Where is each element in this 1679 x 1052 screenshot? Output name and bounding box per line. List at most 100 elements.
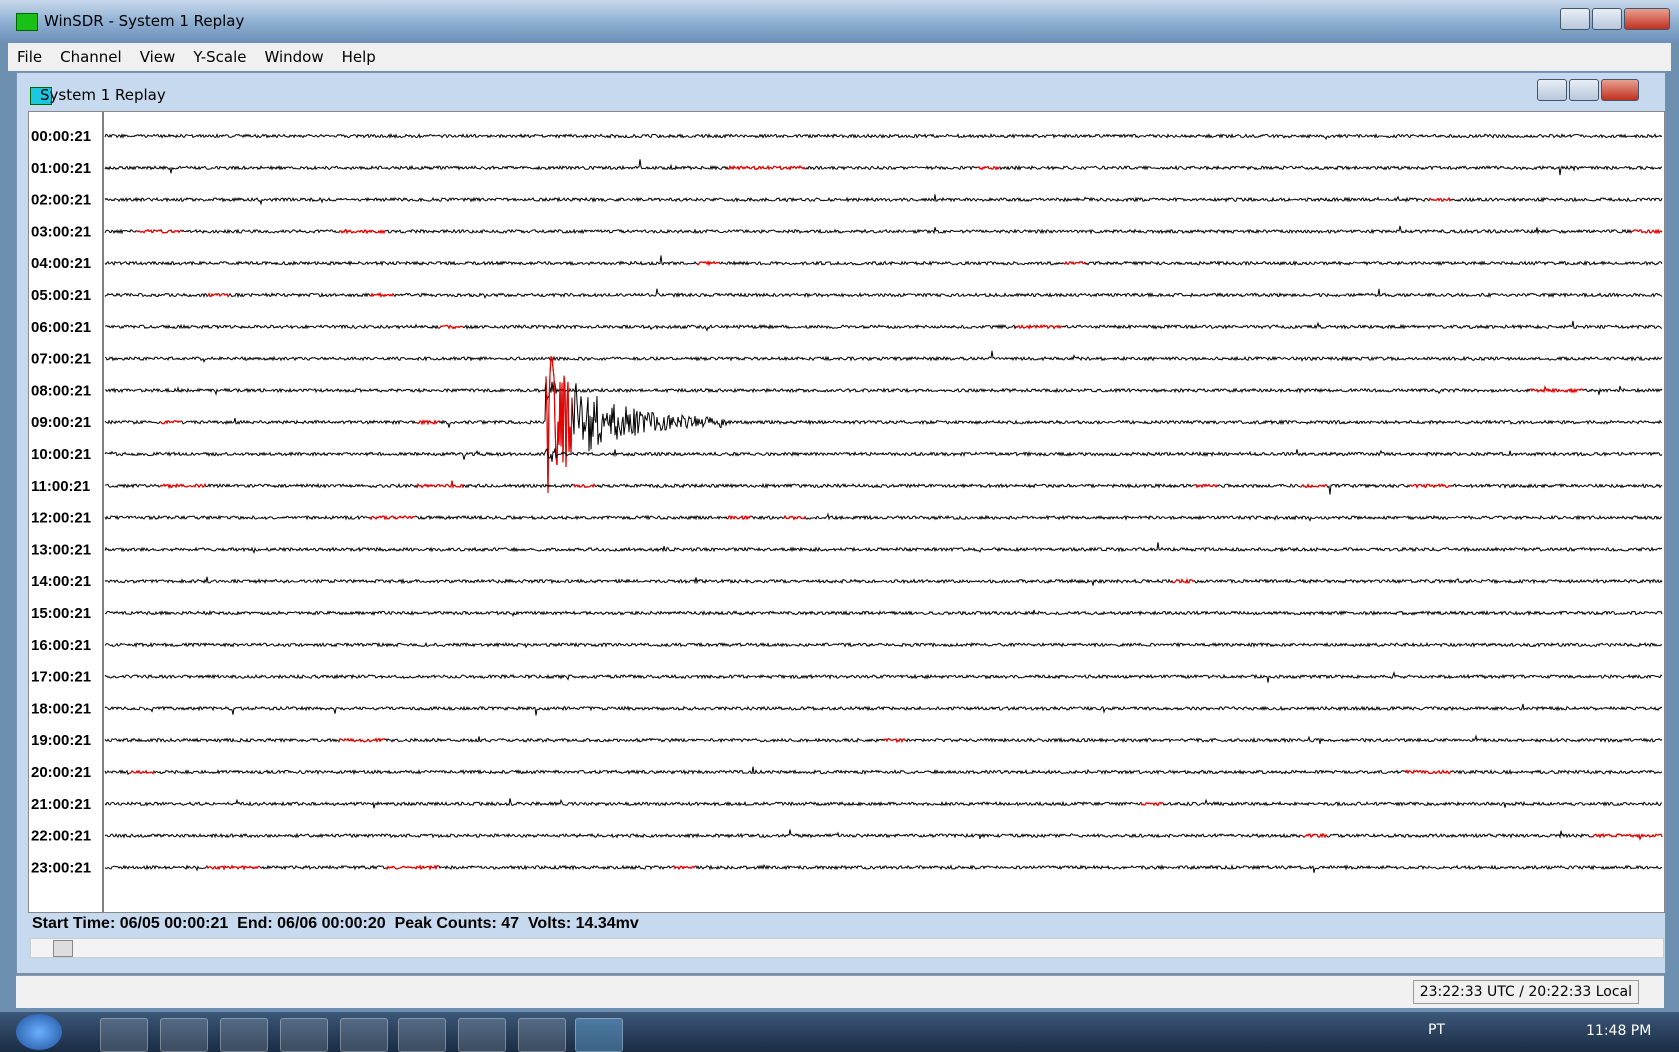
seismic-trace bbox=[104, 255, 1663, 267]
row-label: 23:00:21 bbox=[31, 859, 91, 876]
row-label: 03:00:21 bbox=[31, 223, 91, 240]
taskbar-button[interactable] bbox=[398, 1018, 446, 1052]
seismic-trace bbox=[104, 542, 1663, 555]
child-maximize[interactable] bbox=[1569, 79, 1599, 101]
seismic-trace bbox=[104, 734, 1663, 744]
trigger-segment bbox=[206, 864, 261, 871]
row-label: 08:00:21 bbox=[31, 382, 91, 399]
seismic-trace bbox=[104, 641, 1663, 649]
trigger-segment bbox=[159, 482, 207, 489]
row-label: 18:00:21 bbox=[31, 700, 91, 717]
row-label: 16:00:21 bbox=[31, 637, 91, 654]
menu-item[interactable]: Window bbox=[264, 48, 324, 66]
trigger-segment bbox=[159, 420, 183, 425]
trigger-segment bbox=[572, 483, 596, 489]
trigger-segment bbox=[1171, 577, 1195, 584]
scroll-thumb[interactable] bbox=[53, 940, 73, 957]
row-label: 13:00:21 bbox=[31, 541, 91, 558]
taskbar-button[interactable] bbox=[340, 1018, 388, 1052]
child-icon bbox=[30, 87, 52, 105]
trigger-segment bbox=[416, 480, 464, 489]
status-time: 23:22:33 UTC / 20:22:33 Local bbox=[1412, 980, 1639, 1004]
taskbar-button[interactable] bbox=[575, 1018, 623, 1052]
menu-item[interactable]: Channel bbox=[60, 48, 122, 66]
taskbar-button[interactable] bbox=[160, 1018, 208, 1052]
trigger-segment bbox=[727, 164, 806, 171]
menu-item[interactable]: File bbox=[17, 48, 43, 66]
child-minimize[interactable] bbox=[1537, 79, 1567, 101]
seismic-trace bbox=[104, 671, 1663, 683]
seismic-trace bbox=[104, 480, 1663, 495]
seismic-trace bbox=[104, 447, 1663, 462]
trigger-segment bbox=[1591, 832, 1663, 841]
trigger-segment bbox=[1015, 323, 1063, 330]
trigger-segment bbox=[1303, 833, 1328, 839]
seismic-trace bbox=[104, 863, 1663, 873]
trigger-segment bbox=[1194, 483, 1219, 489]
row-label: 04:00:21 bbox=[31, 255, 91, 272]
window-title: WinSDR - System 1 Replay bbox=[44, 12, 245, 30]
seismic-trace bbox=[104, 132, 1663, 140]
seismic-trace bbox=[104, 159, 1663, 176]
clock: 11:48 PM bbox=[1586, 1023, 1652, 1039]
seismic-trace bbox=[105, 320, 1663, 332]
row-label: 06:00:21 bbox=[31, 319, 91, 336]
taskbar-button[interactable] bbox=[100, 1018, 148, 1052]
trigger-segment bbox=[338, 737, 386, 743]
row-label: 10:00:21 bbox=[31, 446, 91, 463]
seismic-trace bbox=[104, 766, 1663, 776]
start-button[interactable] bbox=[16, 1014, 62, 1050]
seismic-trace bbox=[104, 355, 1663, 493]
taskbar-button[interactable] bbox=[220, 1018, 268, 1052]
row-label: 09:00:21 bbox=[31, 414, 91, 431]
row-label: 17:00:21 bbox=[31, 669, 91, 686]
child-close[interactable] bbox=[1601, 79, 1639, 101]
horizontal-scrollbar[interactable] bbox=[30, 938, 1664, 958]
seismic-trace bbox=[104, 512, 1663, 522]
row-label: 12:00:21 bbox=[31, 510, 91, 527]
trigger-segment bbox=[1630, 228, 1663, 235]
menu-item[interactable]: View bbox=[139, 48, 176, 66]
row-label: 22:00:21 bbox=[31, 828, 91, 845]
taskbar-button[interactable] bbox=[518, 1018, 566, 1052]
trigger-segment bbox=[1405, 769, 1452, 775]
seismogram: 00:00:21 01:00:21 02:00:21 03:00:21 04:00:21… bbox=[28, 111, 1665, 913]
trigger-segment bbox=[1062, 260, 1086, 266]
seismic-trace bbox=[104, 225, 1663, 235]
row-label: 11:00:21 bbox=[31, 478, 90, 495]
seismic-trace bbox=[104, 350, 1663, 364]
maximize-button[interactable] bbox=[1592, 8, 1622, 30]
seismic-trace bbox=[104, 703, 1663, 716]
seismic-trace bbox=[104, 194, 1663, 206]
trigger-segment bbox=[976, 165, 1001, 171]
taskbar-button[interactable] bbox=[458, 1018, 506, 1052]
trigger-segment bbox=[673, 865, 697, 871]
taskbar-button[interactable] bbox=[280, 1018, 328, 1052]
trigger-segment bbox=[696, 260, 721, 267]
trigger-segment bbox=[782, 514, 806, 521]
trigger-segment bbox=[136, 228, 183, 234]
trigger-segment bbox=[385, 864, 440, 871]
trigger-segment bbox=[1140, 801, 1164, 807]
seismic-trace bbox=[105, 380, 1663, 401]
row-label: 19:00:21 bbox=[31, 732, 91, 749]
trigger-segment bbox=[369, 515, 417, 521]
title-bar: WinSDR - System 1 Replay bbox=[0, 0, 1679, 43]
row-label: 20:00:21 bbox=[31, 764, 91, 781]
close-button[interactable] bbox=[1624, 8, 1670, 30]
minimize-button[interactable] bbox=[1560, 8, 1590, 30]
trigger-segment bbox=[1300, 483, 1328, 489]
menu-item[interactable]: Help bbox=[341, 48, 376, 66]
row-label: 02:00:21 bbox=[31, 192, 91, 209]
row-label: 05:00:21 bbox=[31, 287, 91, 304]
app-icon bbox=[16, 13, 38, 31]
language: PT bbox=[1428, 1022, 1445, 1038]
row-label: 15:00:21 bbox=[31, 605, 91, 622]
trigger-segment bbox=[1408, 483, 1452, 489]
seismic-trace bbox=[104, 798, 1663, 809]
row-label: 21:00:21 bbox=[31, 796, 91, 813]
child-title: System 1 Replay bbox=[40, 86, 166, 104]
menu-item[interactable]: Y-Scale bbox=[193, 48, 247, 66]
trigger-segment bbox=[369, 291, 394, 298]
trigger-segment bbox=[883, 737, 906, 744]
